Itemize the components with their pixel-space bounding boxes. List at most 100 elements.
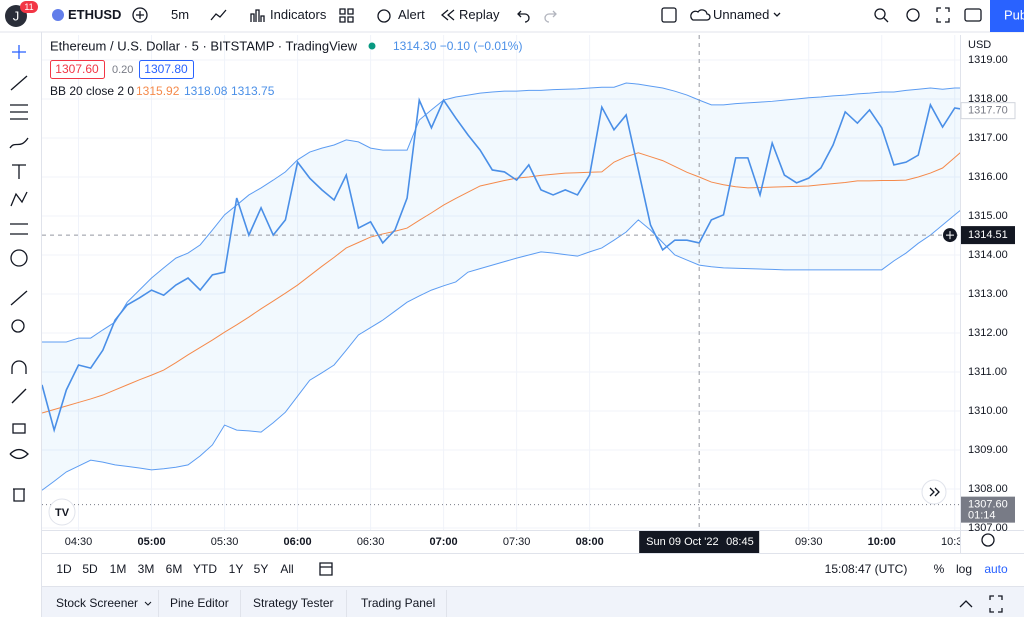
publish: Pub: [1004, 7, 1024, 22]
y-tick-label: 1309.00: [968, 444, 1008, 456]
badge: [20, 1, 38, 13]
range-button[interactable]: 5Y: [254, 562, 269, 576]
tab[interactable]: Strategy Tester: [253, 596, 333, 610]
grid: [42, 35, 960, 530]
settings[interactable]: [906, 8, 920, 22]
measure-tool[interactable]: [10, 290, 28, 306]
magnet-tool[interactable]: [11, 360, 27, 374]
clock[interactable]: 15:08:47 (UTC): [825, 562, 908, 576]
band-line: [42, 152, 960, 414]
brush-tool[interactable]: [9, 137, 29, 149]
layouts[interactable]: [339, 8, 354, 23]
x-tick-label: 05:00: [137, 536, 165, 548]
y-tick-label: 1308.00: [968, 483, 1008, 495]
date-range[interactable]: [319, 562, 333, 576]
pattern-tool[interactable]: [10, 191, 28, 207]
fullscreen[interactable]: [936, 7, 950, 23]
x-tick-label: 05:30: [211, 536, 239, 548]
y-tick-label: 1307.00: [968, 522, 1008, 534]
percent-toggle[interactable]: %: [934, 562, 945, 576]
redo[interactable]: [544, 10, 557, 23]
indicators[interactable]: Indicators: [270, 7, 327, 22]
range-button[interactable]: 3M: [138, 562, 155, 576]
alert[interactable]: Alert: [398, 7, 425, 22]
range-button[interactable]: 5D: [82, 562, 98, 576]
price-line: [42, 97, 960, 434]
crosshair-price-box: [961, 226, 1015, 245]
log-toggle[interactable]: log: [956, 562, 972, 576]
zoom-tool[interactable]: [11, 319, 25, 333]
eth-logo: [52, 9, 64, 21]
add-symbol[interactable]: [132, 7, 148, 23]
tab[interactable]: Stock Screener: [56, 596, 138, 610]
plus-icon: [136, 11, 144, 19]
bottom-panel: [42, 586, 1024, 617]
x-tick-label: 09:30: [795, 536, 823, 548]
crosshair-tool[interactable]: [12, 45, 26, 59]
tab[interactable]: Pine Editor: [170, 596, 229, 610]
y-tick-label: 1313.00: [968, 288, 1008, 300]
x-tick-label: 04:30: [65, 536, 93, 548]
text-tool[interactable]: [12, 164, 26, 179]
tab[interactable]: Trading Panel: [361, 596, 435, 610]
crosshair-time-box: [639, 531, 760, 553]
cloud: [690, 9, 711, 21]
x-tick-label: 06:00: [283, 536, 311, 548]
search-handle: [883, 17, 889, 23]
last-price-box: [960, 102, 1016, 120]
range-button[interactable]: 1M: [110, 562, 127, 576]
interval[interactable]: 5m: [171, 7, 189, 22]
y-tick-label: 1317.00: [968, 132, 1008, 144]
collapse[interactable]: [959, 600, 973, 608]
quote: 1314.30 −0.10 (−0.01%): [393, 39, 522, 53]
undo[interactable]: [517, 10, 530, 23]
range-button[interactable]: YTD: [193, 562, 217, 576]
replay[interactable]: Replay: [459, 7, 500, 22]
snapshot[interactable]: [964, 8, 982, 22]
publish-button[interactable]: [990, 0, 1024, 32]
range-button[interactable]: 1D: [56, 562, 72, 576]
caret: [773, 12, 781, 17]
band-fill: [42, 82, 960, 491]
y-tick-label: 1314.00: [968, 249, 1008, 261]
search[interactable]: [874, 8, 886, 20]
hide-tool[interactable]: [9, 448, 29, 460]
lock-draw-tool[interactable]: [11, 388, 27, 404]
drawing-tools: [9, 45, 29, 502]
select-box[interactable]: [661, 7, 677, 23]
x-tick-label: 10:00: [868, 536, 896, 548]
tv-logo[interactable]: [48, 498, 76, 526]
range-bar: 1D 5D 1M 3M 6M YTD 1Y 5Y All 15:08:47 (UTC)% log au…: [56, 562, 1008, 576]
chart-title: Ethereum / U.S. Dollar · 5 · BITSTAMP · …: [50, 38, 358, 53]
maximize[interactable]: [989, 595, 1003, 613]
layout-name[interactable]: Unnamed: [713, 7, 769, 22]
trend-line-tool[interactable]: [10, 75, 28, 91]
x-tick-label: 07:30: [503, 536, 531, 548]
indicator-name: BB 20 close 2 0: [50, 84, 134, 98]
band-line: [42, 82, 960, 343]
currency[interactable]: USD: [968, 39, 991, 51]
axis-settings[interactable]: [981, 533, 995, 547]
y-tick-label: 1311.00: [968, 366, 1007, 378]
chart-type[interactable]: [210, 9, 227, 21]
forecast-tool[interactable]: [10, 223, 28, 235]
ask: 1307.80: [144, 62, 188, 76]
x-tick-label: 08:00: [576, 536, 604, 548]
status-dot: [368, 42, 376, 50]
icon-tool[interactable]: [10, 249, 28, 267]
ask-box[interactable]: [139, 60, 194, 79]
x-tick-label: 07:00: [430, 536, 458, 548]
fib-tool[interactable]: [10, 104, 28, 120]
plus: [946, 231, 954, 240]
time-axis: 04:30 05:00 05:30 06:00 06:30 07:00 07:30 08:00…: [65, 536, 960, 548]
bid-box[interactable]: [50, 60, 105, 79]
low-marker-label: 1307.60: [968, 499, 1008, 511]
range-button[interactable]: 1Y: [229, 562, 244, 576]
symbol[interactable]: ETHUSD: [68, 7, 121, 22]
range-button[interactable]: 6M: [166, 562, 183, 576]
remove-tool[interactable]: [13, 488, 25, 502]
lock-tool[interactable]: [12, 423, 26, 434]
auto-toggle[interactable]: auto: [984, 562, 1008, 576]
range-button[interactable]: All: [280, 562, 293, 576]
